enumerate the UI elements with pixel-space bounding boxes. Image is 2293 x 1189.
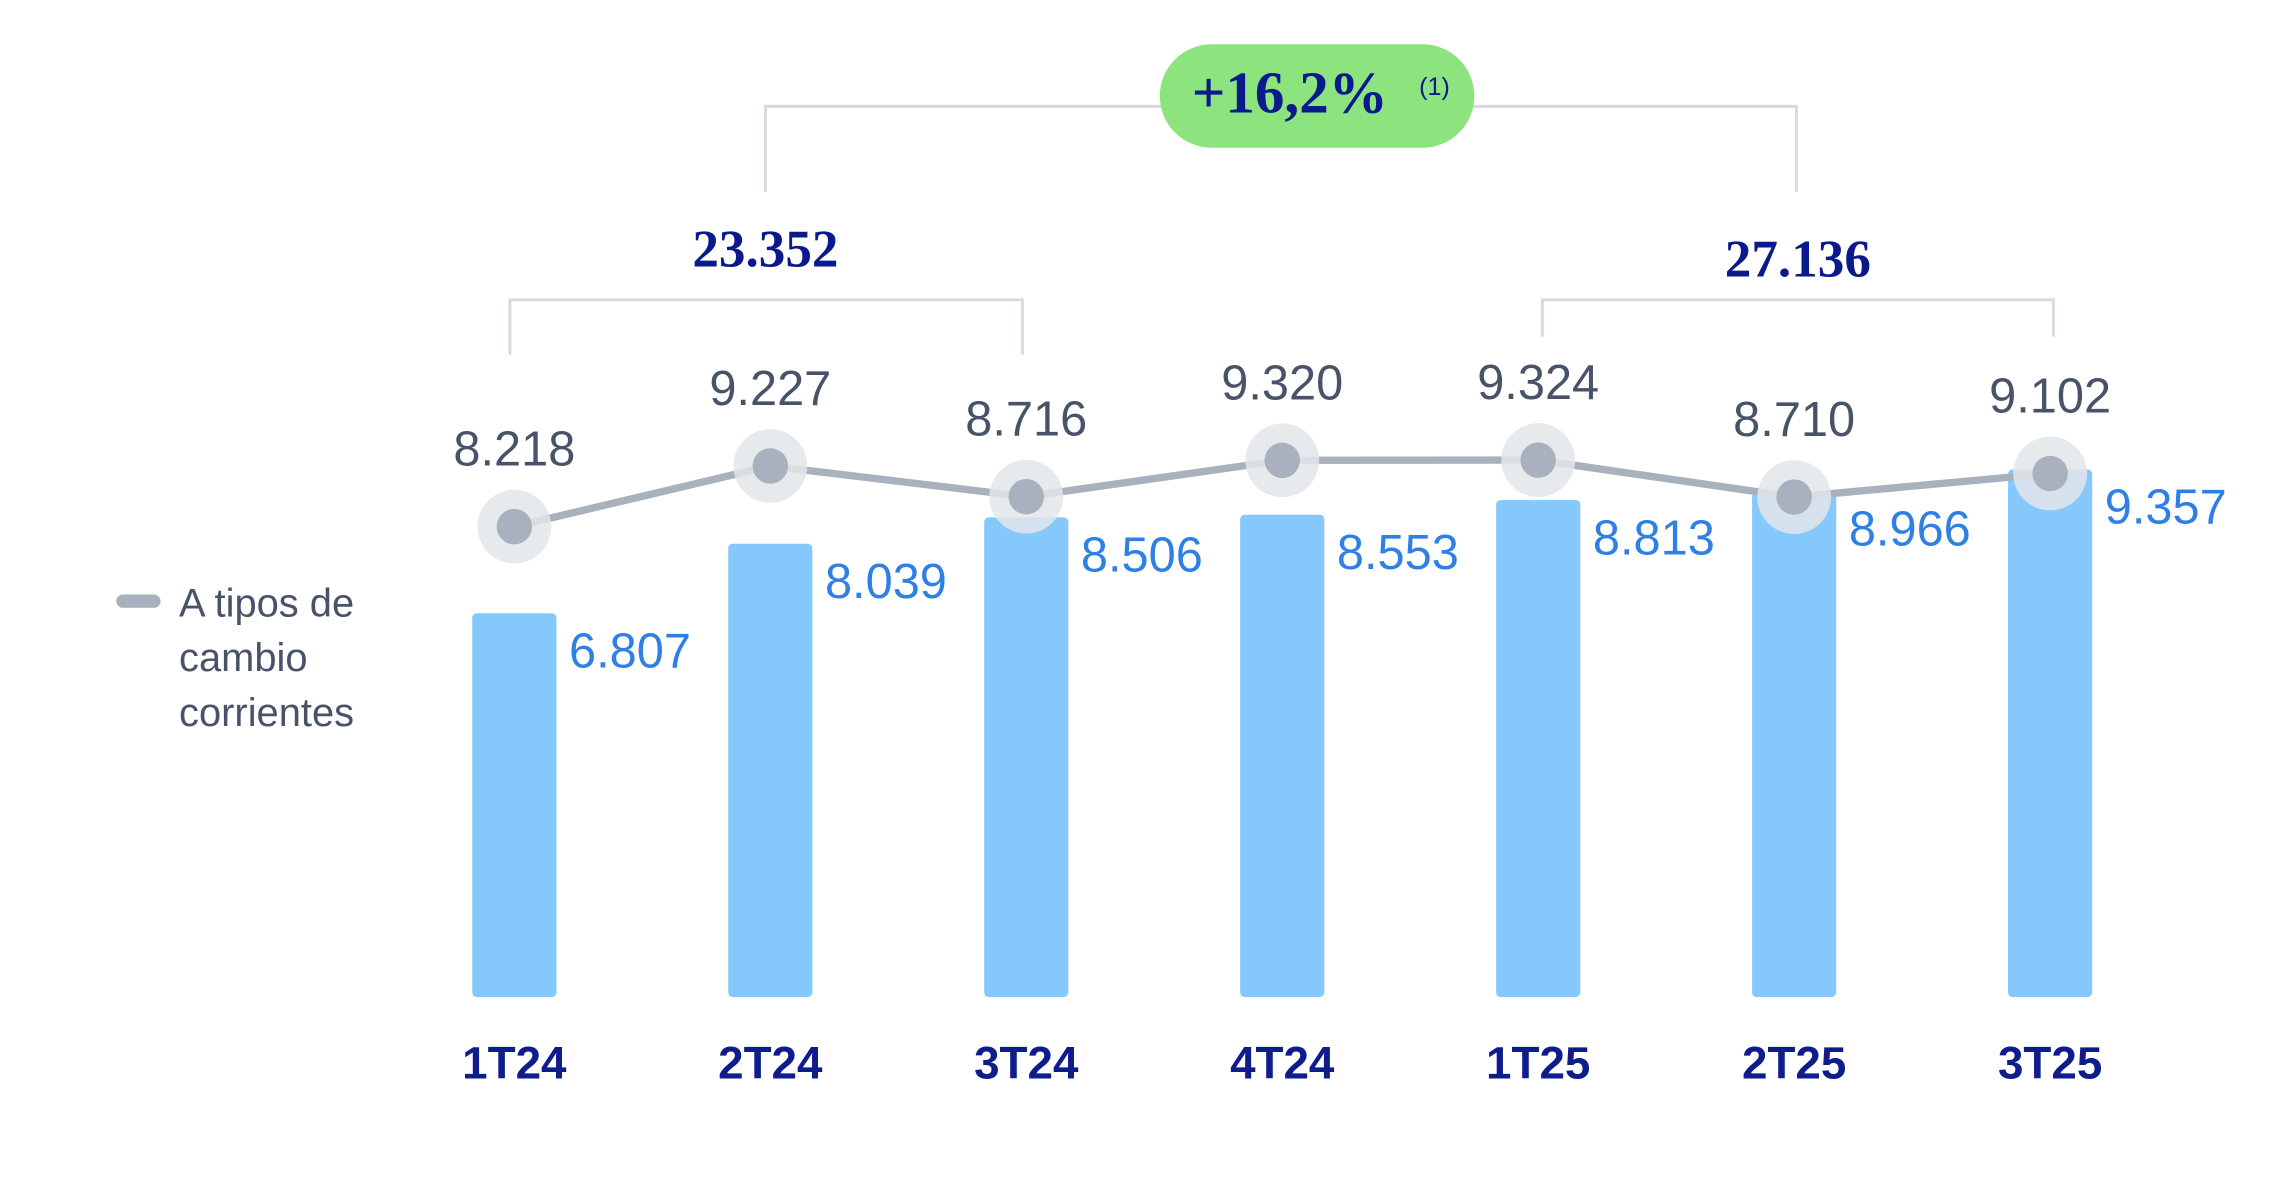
x-tick-label: 3T24 (974, 1038, 1079, 1089)
x-tick-label: 2T25 (1742, 1038, 1846, 1089)
bar (1240, 514, 1325, 997)
total-label: 27.136 (1725, 230, 1871, 289)
point (1776, 479, 1812, 515)
bar-value-label: 8.813 (1593, 511, 1715, 565)
total-label: 23.352 (692, 219, 838, 278)
bar (472, 613, 557, 997)
point (2032, 455, 2068, 492)
bar-value-label: 8.506 (1081, 529, 1203, 583)
x-tick-label: 1T25 (1486, 1038, 1590, 1089)
x-tick-label: 2T24 (718, 1038, 823, 1089)
x-tick-label: 1T24 (462, 1038, 567, 1089)
point (1008, 478, 1044, 515)
point (496, 508, 533, 545)
bar-value-label: 6.807 (569, 624, 691, 678)
bar (984, 517, 1069, 997)
x-tick-label: 4T24 (1230, 1038, 1335, 1089)
point (1520, 442, 1556, 478)
bar-value-label: 8.553 (1337, 526, 1459, 580)
line-value-label: 9.227 (709, 362, 831, 416)
line-value-label: 9.320 (1221, 356, 1343, 410)
bar (1496, 500, 1581, 997)
line-value-label: 8.218 (453, 423, 575, 477)
bar (728, 543, 813, 997)
bar-value-label: 8.966 (1849, 503, 1971, 557)
bar (2008, 469, 2093, 997)
point (1264, 442, 1300, 479)
bar (1752, 491, 1837, 997)
point (752, 448, 789, 484)
growth-label: +16,2% (1192, 60, 1388, 126)
legend-label: A tipos de cambio corrientes (179, 581, 354, 734)
x-tick-label: 3T25 (1998, 1038, 2102, 1089)
line-value-label: 9.102 (1989, 369, 2111, 423)
growth-pill (1159, 44, 1475, 148)
bracket (1540, 298, 2055, 337)
bar-value-label: 9.357 (2105, 481, 2227, 535)
line-value-label: 8.716 (965, 393, 1087, 447)
bar-value-label: 8.039 (825, 555, 947, 609)
bracket (508, 298, 1024, 355)
line-value-label: 9.324 (1477, 356, 1599, 410)
footnote-ref: (1) (1419, 73, 1450, 101)
line-value-label: 8.710 (1733, 393, 1855, 447)
